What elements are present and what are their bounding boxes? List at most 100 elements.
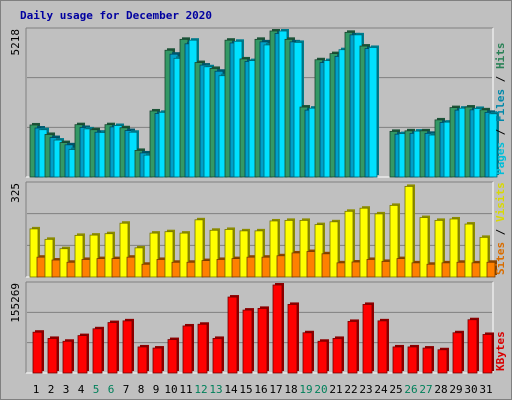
bar-sites-day-1: [36, 256, 46, 278]
bar-visits-day-22: [344, 210, 354, 278]
bar-visits-day-13: [209, 229, 219, 278]
bar-kbytes-day-18: [287, 304, 298, 374]
bar-visits-day-11: [179, 232, 189, 278]
bar-sites-day-13: [216, 259, 226, 278]
bar-visits-day-26: [404, 186, 414, 278]
bar-sites-day-18: [291, 252, 301, 278]
bar-sites-day-23: [366, 259, 376, 278]
chart-title: Daily usage for December 2020: [20, 9, 213, 22]
bar-kbytes-day-15: [242, 309, 253, 374]
bar-sites-day-6: [111, 258, 121, 278]
day-label: 25: [389, 383, 402, 396]
y-max-label: 5218: [9, 29, 22, 56]
bar-kbytes-day-27: [422, 347, 433, 374]
bar-kbytes-day-9: [152, 347, 163, 374]
bar-kbytes-day-11: [182, 325, 193, 374]
day-label: 5: [93, 383, 100, 396]
bar-sites-day-22: [351, 261, 361, 278]
bar-visits-day-19: [299, 219, 309, 278]
bar-kbytes-day-4: [77, 335, 88, 374]
legend-sites: Sites: [494, 242, 507, 275]
bar-kbytes-day-31: [482, 334, 493, 374]
legend-files: Files: [494, 89, 507, 122]
bar-sites-day-16: [261, 256, 271, 278]
bar-sites-day-9: [156, 259, 166, 278]
day-label: 19: [299, 383, 312, 396]
bar-sites-day-15: [246, 256, 256, 278]
bar-sites-day-24: [381, 261, 391, 278]
bar-kbytes-day-10: [167, 339, 178, 374]
bar-sites-day-8: [141, 263, 151, 278]
bar-sites-day-20: [321, 253, 331, 278]
bar-visits-day-24: [374, 213, 384, 278]
bar-visits-day-25: [389, 204, 399, 278]
bar-kbytes-day-1: [32, 331, 43, 374]
bar-visits-day-14: [224, 229, 234, 278]
bar-sites-day-7: [126, 256, 136, 278]
day-label: 1: [33, 383, 40, 396]
bar-visits-day-9: [149, 232, 159, 278]
day-label: 31: [479, 383, 492, 396]
y-max-label: 155269: [9, 283, 22, 323]
bar-visits-day-4: [74, 234, 84, 278]
bar-sites-day-17: [276, 255, 286, 278]
bar-visits-day-2: [44, 238, 54, 278]
legend-visits: Visits: [494, 182, 507, 222]
bar-visits-day-8: [134, 247, 144, 278]
day-label: 27: [419, 383, 432, 396]
bar-visits-day-7: [119, 222, 129, 278]
bar-kbytes-day-28: [437, 349, 448, 374]
bar-visits-day-1: [29, 228, 39, 278]
bar-visits-day-27: [419, 217, 429, 278]
bar-visits-day-30: [464, 223, 474, 278]
day-label: 24: [374, 383, 388, 396]
bar-kbytes-day-25: [392, 346, 403, 374]
bar-kbytes-day-16: [257, 307, 268, 374]
bar-sites-day-3: [66, 261, 76, 278]
bar-visits-day-28: [434, 219, 444, 278]
bar-sites-day-25: [396, 258, 406, 278]
day-label: 26: [404, 383, 417, 396]
legend-hits: Hits: [494, 43, 507, 70]
bar-sites-day-14: [231, 258, 241, 278]
bar-sites-day-12: [201, 260, 211, 278]
bar-visits-day-21: [329, 221, 339, 278]
bar-pages-day-31: [488, 113, 498, 178]
legend-pages: Pages: [494, 142, 507, 175]
day-label: 17: [269, 383, 282, 396]
legend-separator: /: [494, 122, 507, 142]
bar-kbytes-day-2: [47, 338, 58, 374]
bar-kbytes-day-23: [362, 304, 373, 374]
day-label: 4: [78, 383, 85, 396]
bar-kbytes-day-26: [407, 346, 418, 374]
bar-kbytes-day-6: [107, 322, 118, 374]
bar-sites-day-21: [336, 262, 346, 278]
bar-kbytes-day-14: [227, 296, 238, 374]
bar-sites-day-27: [426, 263, 436, 278]
day-label: 2: [48, 383, 55, 396]
bar-sites-day-2: [51, 259, 61, 278]
day-label: 12: [194, 383, 207, 396]
bar-visits-day-23: [359, 207, 369, 278]
day-label: 18: [284, 383, 297, 396]
bar-visits-day-6: [104, 233, 114, 278]
bar-visits-day-12: [194, 219, 204, 278]
day-label: 15: [239, 383, 252, 396]
bar-kbytes-day-22: [347, 321, 358, 374]
day-label: 22: [344, 383, 357, 396]
bar-sites-day-31: [486, 261, 496, 278]
day-label: 21: [329, 383, 342, 396]
bar-sites-day-26: [411, 262, 421, 278]
day-label: 29: [449, 383, 462, 396]
bar-visits-day-29: [449, 218, 459, 278]
day-label: 8: [138, 383, 145, 396]
bar-kbytes-day-7: [122, 320, 133, 374]
day-label: 13: [209, 383, 222, 396]
bar-kbytes-day-5: [92, 328, 103, 374]
day-label: 3: [63, 383, 70, 396]
legend-kbytes: KBytes: [494, 331, 507, 371]
bar-visits-day-17: [269, 220, 279, 278]
bar-sites-day-10: [171, 261, 181, 278]
